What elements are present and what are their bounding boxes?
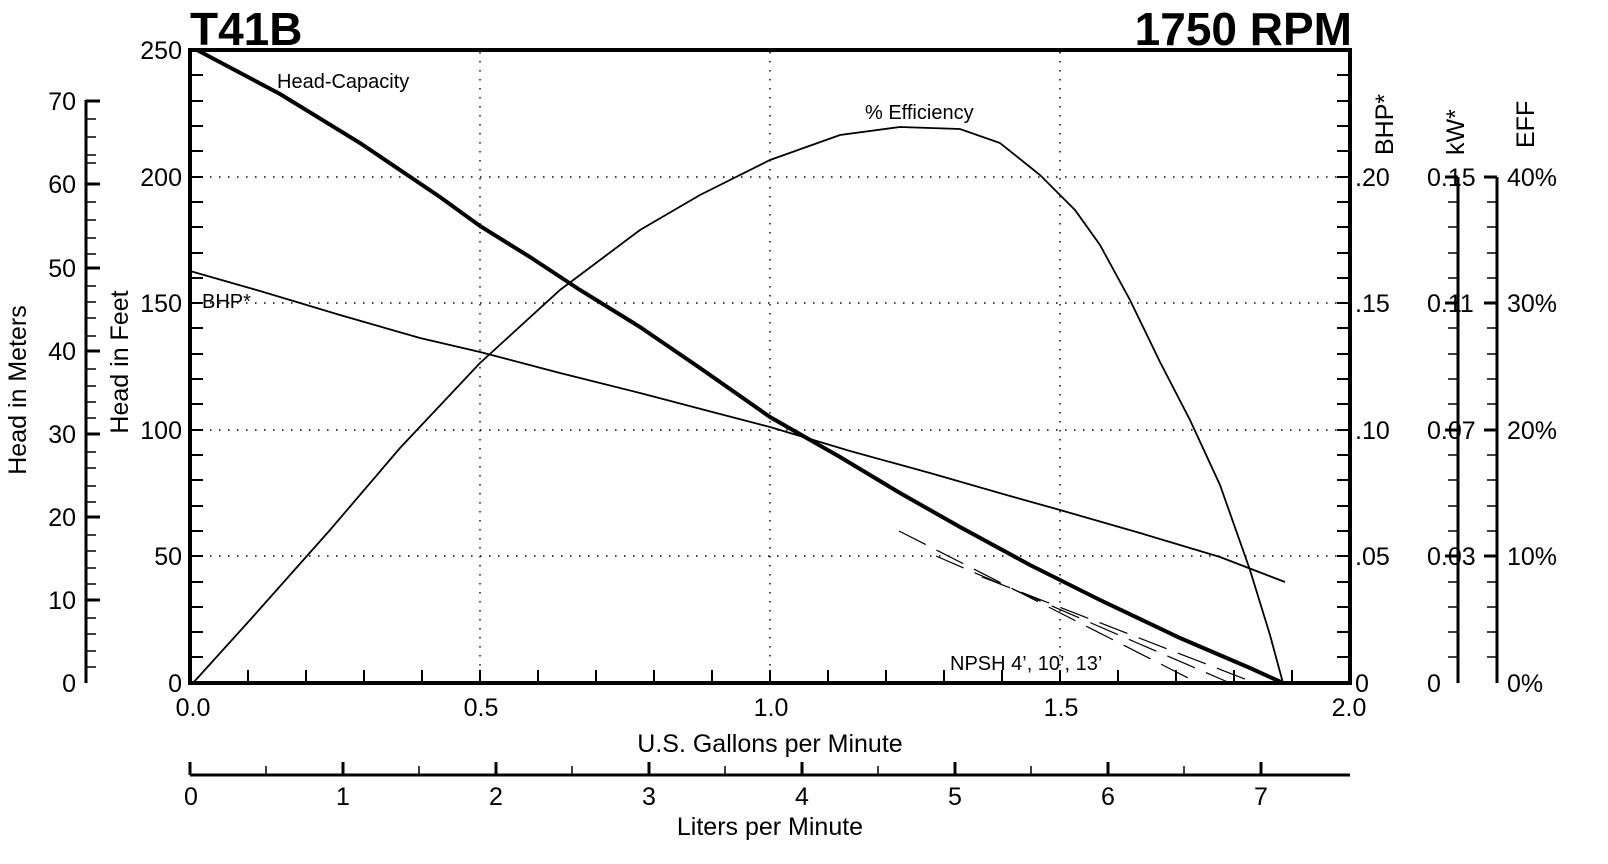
svg-text:.15: .15 <box>1355 290 1390 318</box>
svg-text:0.5: 0.5 <box>464 694 499 722</box>
svg-text:0%: 0% <box>1507 670 1543 698</box>
bhp-ticks <box>1337 74 1350 658</box>
svg-text:4: 4 <box>795 783 809 811</box>
svg-text:7: 7 <box>1254 783 1268 811</box>
svg-text:20: 20 <box>48 504 76 532</box>
liters-tick-labels: 0 1 2 3 4 5 6 7 <box>184 783 1268 811</box>
efficiency-label: % Efficiency <box>865 102 974 124</box>
svg-text:30: 30 <box>48 421 76 449</box>
svg-text:0.11: 0.11 <box>1427 290 1474 318</box>
svg-text:2.0: 2.0 <box>1332 694 1367 722</box>
meters-axis <box>84 99 100 683</box>
kw-tick-labels: 0.15 0.11 0.07 0.03 0 <box>1427 164 1476 698</box>
svg-text:5: 5 <box>948 783 962 811</box>
npsh-label: NPSH 4’, 10’, 13’ <box>950 653 1102 675</box>
svg-text:250: 250 <box>140 37 182 65</box>
model-title: T41B <box>190 3 302 55</box>
svg-text:0: 0 <box>168 670 182 698</box>
svg-text:1.5: 1.5 <box>1044 694 1079 722</box>
svg-text:10%: 10% <box>1507 543 1557 571</box>
eff-tick-labels: 40% 30% 20% 10% 0% <box>1507 164 1557 698</box>
svg-text:0.03: 0.03 <box>1427 543 1476 571</box>
svg-text:3: 3 <box>642 783 656 811</box>
svg-text:0.15: 0.15 <box>1427 164 1476 192</box>
speed-title: 1750 RPM <box>1135 3 1352 55</box>
svg-text:0: 0 <box>184 783 198 811</box>
head-capacity-curve <box>196 48 1284 685</box>
svg-text:100: 100 <box>140 417 182 445</box>
meters-tick-labels: 70 60 50 40 30 20 10 0 <box>48 88 76 698</box>
svg-text:50: 50 <box>154 543 182 571</box>
head-capacity-label: Head-Capacity <box>277 71 409 93</box>
gpm-tick-labels: 0.0 0.5 1.0 1.5 2.0 <box>176 694 1367 722</box>
liters-axis <box>188 762 1350 777</box>
svg-text:.10: .10 <box>1355 417 1390 445</box>
gpm-axis-label: U.S. Gallons per Minute <box>637 730 902 758</box>
kw-axis <box>1445 175 1460 683</box>
bhp-curve <box>189 270 1286 583</box>
svg-text:0: 0 <box>62 670 76 698</box>
svg-text:0: 0 <box>1355 670 1369 698</box>
svg-text:150: 150 <box>140 290 182 318</box>
svg-text:.05: .05 <box>1355 543 1390 571</box>
svg-text:70: 70 <box>48 88 76 116</box>
svg-text:0.0: 0.0 <box>176 694 211 722</box>
svg-text:20%: 20% <box>1507 417 1557 445</box>
grid <box>192 52 1348 681</box>
svg-text:40: 40 <box>48 338 76 366</box>
liters-axis-label: Liters per Minute <box>677 813 863 841</box>
svg-text:.20: .20 <box>1355 164 1390 192</box>
meters-axis-label: Head in Meters <box>4 305 32 475</box>
svg-text:200: 200 <box>140 164 182 192</box>
svg-text:10: 10 <box>48 587 76 615</box>
npsh-curves <box>898 530 1256 684</box>
svg-text:0: 0 <box>1427 670 1441 698</box>
bhp-tick-labels: .20 .15 .10 .05 0 <box>1355 164 1390 698</box>
svg-text:0.07: 0.07 <box>1427 417 1476 445</box>
eff-axis <box>1484 175 1499 683</box>
svg-text:50: 50 <box>48 255 76 283</box>
svg-text:1.0: 1.0 <box>754 694 789 722</box>
bhp-curve-label: BHP* <box>202 291 251 313</box>
gpm-ticks <box>247 670 1293 683</box>
feet-tick-labels: 250 200 150 100 50 0 <box>140 37 182 698</box>
feet-axis-label: Head in Feet <box>106 290 134 433</box>
svg-text:40%: 40% <box>1507 164 1557 192</box>
svg-text:6: 6 <box>1101 783 1115 811</box>
svg-text:30%: 30% <box>1507 290 1557 318</box>
bhp-axis-label: BHP* <box>1371 94 1399 155</box>
kw-axis-label: kW* <box>1442 109 1470 155</box>
svg-text:1: 1 <box>336 783 350 811</box>
efficiency-curve <box>192 126 1284 684</box>
svg-text:60: 60 <box>48 171 76 199</box>
eff-axis-label: EFF <box>1512 101 1540 148</box>
feet-ticks <box>190 74 203 658</box>
svg-text:2: 2 <box>489 783 503 811</box>
